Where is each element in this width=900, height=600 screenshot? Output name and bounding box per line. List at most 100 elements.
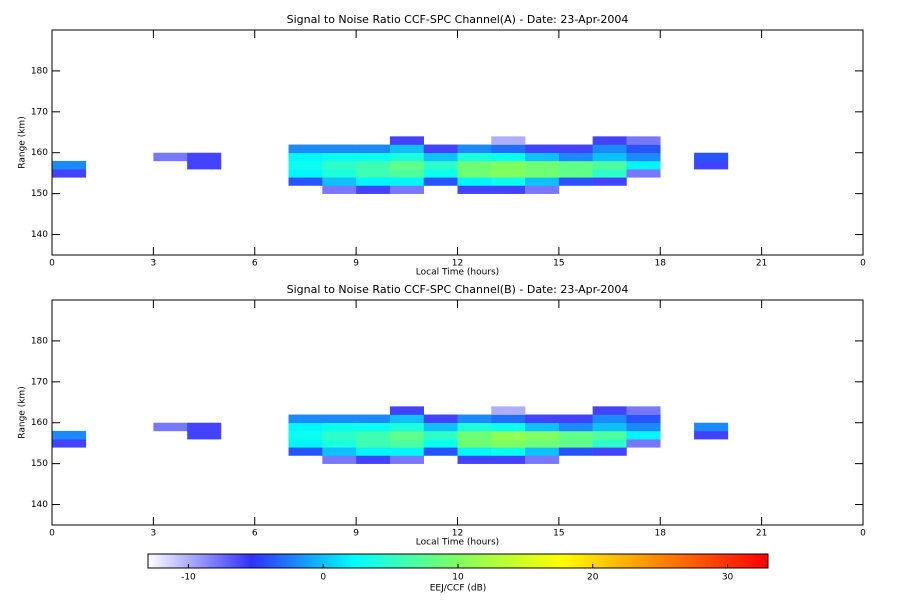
heat-cell	[356, 177, 391, 186]
heat-cell	[491, 152, 526, 162]
heat-cell	[626, 430, 661, 440]
heat-cell	[457, 169, 492, 178]
heat-cell	[322, 144, 357, 154]
heat-cell	[322, 447, 357, 456]
heat-cell	[491, 439, 526, 448]
heat-cell	[389, 447, 425, 456]
x-axis-label: Local Time (hours)	[416, 268, 499, 278]
y-tick-label: 150	[31, 189, 48, 199]
heat-cell	[694, 422, 729, 432]
heat-cell	[457, 422, 492, 432]
heat-cell	[592, 422, 627, 432]
heat-cell	[626, 160, 661, 170]
heat-cell	[491, 136, 526, 145]
colorbar-tick-label: 20	[587, 573, 599, 583]
heat-cell	[457, 152, 492, 162]
heat-cell	[423, 439, 458, 448]
x-tick-label: 12	[452, 529, 463, 539]
heat-cell	[423, 422, 458, 432]
x-tick-label: 21	[756, 259, 767, 269]
heat-cell	[389, 169, 425, 178]
y-tick-label: 180	[31, 336, 48, 346]
heat-cell	[356, 455, 391, 464]
heat-cell	[423, 177, 458, 186]
x-tick-label: 0	[860, 529, 866, 539]
x-tick-label: 18	[655, 259, 667, 269]
heat-cell	[592, 430, 627, 440]
heat-cell	[288, 160, 323, 170]
heat-cell	[457, 185, 492, 194]
heat-cell	[457, 455, 492, 464]
heat-cell	[491, 185, 526, 194]
heat-cell	[389, 439, 425, 448]
plot-frame	[51, 29, 864, 256]
heat-cell	[694, 160, 729, 170]
heat-cell	[52, 169, 87, 178]
y-tick-label: 150	[31, 459, 48, 469]
heat-cell	[52, 160, 87, 170]
colorbar-tick-label: 0	[320, 573, 326, 583]
heat-cell	[389, 406, 425, 415]
heat-cell	[153, 152, 188, 162]
heat-cell	[356, 144, 391, 154]
heat-cell	[322, 430, 357, 440]
heat-cell	[525, 455, 560, 464]
heat-cell	[322, 414, 357, 424]
y-axis-label: Range (km)	[18, 116, 28, 168]
heat-cell	[525, 152, 560, 162]
heat-cell	[356, 169, 391, 178]
x-tick-label: 3	[151, 259, 157, 269]
heat-cell	[457, 160, 492, 170]
heat-cell	[389, 160, 425, 170]
heat-cell	[153, 422, 188, 432]
heat-cell	[356, 422, 391, 432]
heat-cell	[626, 152, 661, 162]
heat-cell	[356, 185, 391, 194]
heat-cell	[52, 439, 87, 448]
y-tick-label: 170	[31, 107, 48, 117]
heat-cell	[592, 136, 627, 145]
heat-cell	[558, 177, 593, 186]
heat-cell	[491, 422, 526, 432]
x-axis-label: Local Time (hours)	[416, 538, 499, 548]
heat-cell	[525, 439, 560, 448]
heat-cell	[356, 447, 391, 456]
x-tick-label: 3	[151, 529, 157, 539]
heat-cell	[356, 414, 391, 424]
heat-cell	[525, 177, 560, 186]
heat-cell	[592, 414, 627, 424]
heat-cell	[389, 185, 425, 194]
heat-cell	[457, 430, 492, 440]
heat-cell	[491, 160, 526, 170]
heat-cell	[558, 422, 593, 432]
heat-cell	[457, 447, 492, 456]
x-tick-label: 6	[252, 529, 258, 539]
x-tick-label: 15	[553, 259, 564, 269]
heat-cell	[457, 144, 492, 154]
heat-cell	[525, 144, 560, 154]
heat-cell	[322, 160, 357, 170]
heat-cell	[491, 414, 526, 424]
x-tick-label: 0	[49, 529, 55, 539]
x-tick-label: 15	[553, 529, 564, 539]
chart-title: Signal to Noise Ratio CCF-SPC Channel(B)…	[287, 283, 629, 296]
heat-cell	[491, 455, 526, 464]
heat-cell	[626, 136, 661, 145]
heat-cell	[558, 439, 593, 448]
heat-cell	[322, 177, 357, 186]
heat-cell	[187, 430, 222, 440]
x-tick-label: 9	[353, 529, 359, 539]
x-tick-label: 9	[353, 259, 359, 269]
x-tick-label: 12	[452, 259, 463, 269]
heat-cell	[389, 455, 425, 464]
heat-cell	[389, 144, 425, 154]
heat-cell	[558, 169, 593, 178]
heat-cell	[626, 422, 661, 432]
heat-cell	[356, 152, 391, 162]
heat-cell	[322, 422, 357, 432]
heat-cell	[592, 144, 627, 154]
heat-cell	[187, 422, 222, 432]
heat-cell	[626, 169, 661, 178]
plot-frame	[51, 299, 864, 526]
heat-cell	[356, 430, 391, 440]
